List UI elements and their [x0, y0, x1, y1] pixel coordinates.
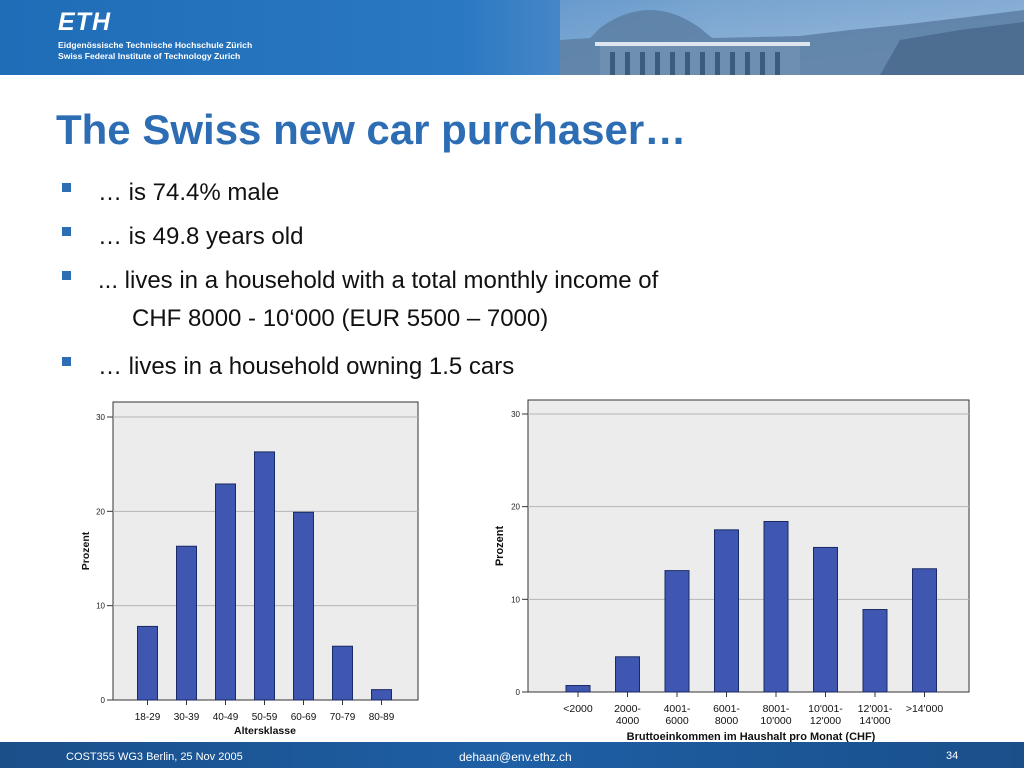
y-tick-label: 20: [96, 507, 105, 516]
x-tick-label: 12'000: [810, 715, 841, 727]
institution-name-de: Eidgenössische Technische Hochschule Zür…: [58, 40, 253, 50]
x-tick-label: 4001-: [664, 703, 691, 715]
slide-title: The Swiss new car purchaser…: [56, 106, 687, 153]
y-axis-label: Prozent: [494, 525, 506, 566]
x-tick-label: 6001-: [713, 703, 740, 715]
bar: [565, 685, 591, 693]
institution-name-en: Swiss Federal Institute of Technology Zu…: [58, 51, 241, 61]
bar: [862, 609, 888, 693]
bullet-item: ... lives in a household with a total mo…: [62, 262, 862, 348]
eth-building-photo: [560, 0, 1024, 75]
bullet-list: … is 74.4% male … is 49.8 years old ... …: [62, 174, 862, 392]
bar: [912, 568, 937, 693]
bullet-square-icon: [62, 357, 71, 366]
x-tick-label: <2000: [563, 703, 593, 715]
x-tick-label: 70-79: [330, 712, 356, 723]
x-tick-label: 40-49: [213, 712, 239, 723]
x-tick-label: 50-59: [252, 712, 278, 723]
x-tick-label: 10'001-: [808, 703, 843, 715]
y-axis-label: Prozent: [80, 531, 92, 570]
x-axis-label: Bruttoeinkommen im Haushalt pro Monat (C…: [627, 731, 876, 743]
footer-email: dehaan@env.ethz.ch: [459, 750, 572, 764]
bullet-square-icon: [62, 271, 71, 280]
x-tick-label: 18-29: [135, 712, 161, 723]
bullet-square-icon: [62, 227, 71, 236]
x-tick-label: 80-89: [369, 712, 395, 723]
bullet-text: … is 49.8 years old: [98, 223, 304, 250]
bar: [763, 520, 789, 693]
eth-logo: ETH: [58, 8, 111, 36]
x-tick-label: 10'000: [760, 715, 791, 727]
bullet-item: … is 49.8 years old: [62, 218, 862, 262]
x-tick-label: 2000-: [614, 703, 641, 715]
bullet-text-continuation: CHF 8000 - 10‘000 (EUR 5500 – 7000): [132, 305, 549, 332]
x-tick-label: >14'000: [906, 703, 943, 715]
footer-page-number: 34: [946, 750, 959, 762]
x-tick-label: 14'000: [859, 715, 890, 727]
bullet-text: … lives in a household owning 1.5 cars: [98, 353, 515, 380]
x-tick-label: 60-69: [291, 712, 317, 723]
bullet-item: … lives in a household owning 1.5 cars: [62, 348, 862, 392]
plot-area: [527, 399, 970, 693]
y-tick-label: 20: [511, 503, 520, 512]
bar: [615, 656, 640, 693]
x-tick-label: 8000: [715, 715, 739, 727]
y-tick-label: 10: [96, 602, 105, 611]
bullet-item: … is 74.4% male: [62, 174, 862, 218]
y-tick-label: 30: [96, 413, 105, 422]
header-banner: ETH Eidgenössische Technische Hochschule…: [0, 0, 1024, 75]
y-tick-label: 30: [511, 410, 520, 419]
bar: [813, 546, 838, 693]
bar: [664, 570, 690, 693]
y-tick-label: 0: [101, 696, 106, 705]
footer-event: COST355 WG3 Berlin, 25 Nov 2005: [66, 751, 243, 763]
footer-bar: [0, 742, 1024, 768]
bullet-text: … is 74.4% male: [98, 179, 280, 206]
x-tick-label: 6000: [665, 715, 689, 727]
y-tick-label: 10: [511, 595, 520, 604]
y-tick-label: 0: [516, 688, 521, 697]
x-tick-label: 8001-: [763, 703, 790, 715]
x-axis-label: Altersklasse: [234, 725, 296, 737]
x-tick-label: 12'001-: [858, 703, 893, 715]
x-tick-label: 4000: [616, 715, 640, 727]
bullet-text: ... lives in a household with a total mo…: [98, 267, 659, 294]
bullet-square-icon: [62, 183, 71, 192]
x-tick-label: 30-39: [174, 712, 200, 723]
bar: [714, 529, 739, 693]
